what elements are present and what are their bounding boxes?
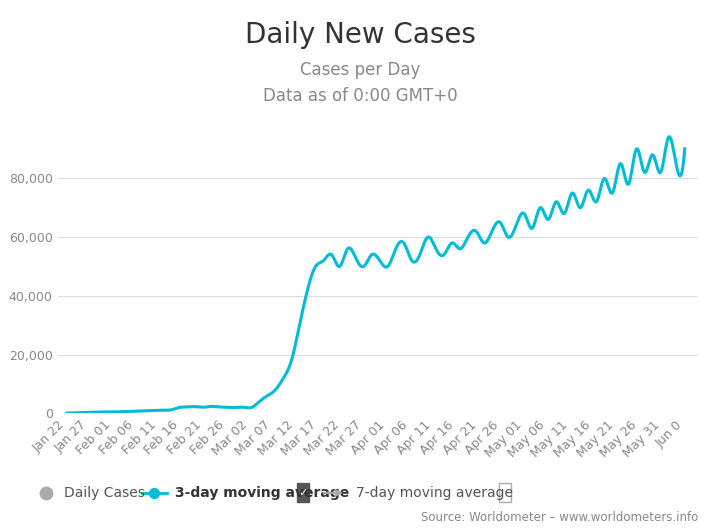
FancyBboxPatch shape [297,483,309,502]
Text: Daily New Cases: Daily New Cases [245,21,475,49]
Text: ✓: ✓ [298,488,308,498]
Text: Source: Worldometer – www.worldometers.info: Source: Worldometer – www.worldometers.i… [421,510,698,524]
Text: Daily Cases: Daily Cases [63,486,145,500]
FancyBboxPatch shape [499,483,510,502]
Text: Cases per Day
Data as of 0:00 GMT+0: Cases per Day Data as of 0:00 GMT+0 [263,61,457,105]
Point [374,344,385,352]
Text: 7-day moving average: 7-day moving average [356,486,513,500]
Text: 3-day moving average: 3-day moving average [175,486,349,500]
